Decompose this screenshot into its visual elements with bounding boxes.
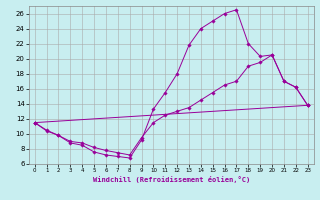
X-axis label: Windchill (Refroidissement éolien,°C): Windchill (Refroidissement éolien,°C) bbox=[92, 176, 250, 183]
